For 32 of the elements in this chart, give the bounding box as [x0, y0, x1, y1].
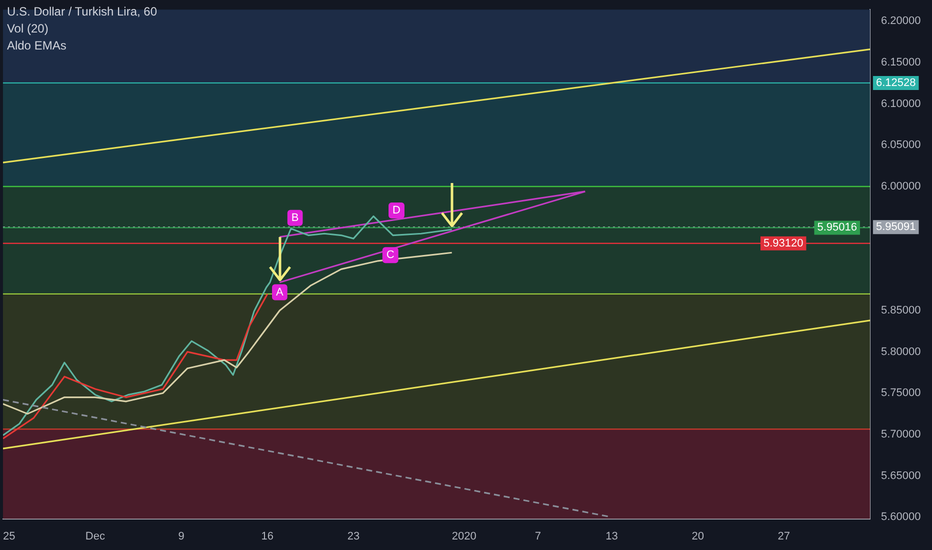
- chart-title: U.S. Dollar / Turkish Lira, 60: [6, 4, 158, 18]
- x-tick-label: 7: [534, 530, 542, 542]
- x-tick-label: 9: [178, 530, 184, 542]
- y-tick-label: 5.85000: [881, 304, 921, 317]
- y-tick-label: 6.20000: [881, 15, 921, 28]
- y-tick-label: 5.65000: [881, 470, 921, 482]
- ref-line-label: 5.93120: [763, 237, 804, 250]
- annotation: Vol (20): [6, 21, 48, 36]
- ref-line-label: 5.95091: [876, 221, 916, 234]
- annotation: Aldo EMAs: [6, 38, 66, 52]
- x-tick-label: 23: [347, 530, 360, 542]
- y-tick-label: 6.00000: [881, 180, 921, 193]
- annotation: D: [392, 204, 401, 216]
- x-tick-label: 2020: [452, 530, 476, 542]
- x-tick-label: 20: [692, 530, 704, 542]
- x-tick-label: Dec: [85, 530, 106, 542]
- y-tick-label: 5.60000: [881, 511, 921, 524]
- annotation: B: [291, 212, 299, 224]
- x-tick-label: 16: [261, 530, 274, 542]
- annotation: A: [276, 286, 284, 298]
- y-tick-label: 5.75000: [881, 387, 921, 400]
- y-tick-label: 6.10000: [881, 98, 921, 110]
- y-tick-label: 5.80000: [881, 346, 921, 358]
- y-tick-label: 6.05000: [881, 139, 921, 152]
- y-tick-label: 5.70000: [881, 428, 921, 441]
- x-tick-label: 13: [606, 530, 618, 542]
- ref-line-label: 5.95016: [817, 222, 858, 234]
- x-tick-label: 25: [2, 530, 16, 542]
- annotation: C: [386, 249, 394, 262]
- ref-line-label: 6.12528: [876, 76, 916, 89]
- y-tick-label: 6.15000: [881, 56, 921, 69]
- x-tick-label: 27: [778, 530, 790, 542]
